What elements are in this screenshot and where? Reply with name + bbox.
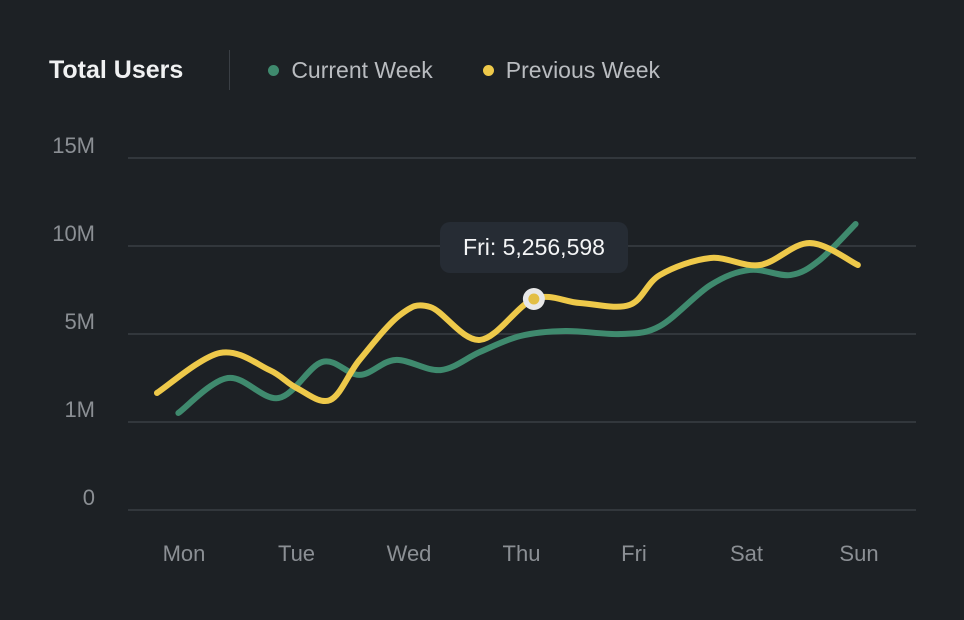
legend-label: Previous Week [505,56,661,83]
x-tick-label: Thu [503,541,541,566]
y-tick-label: 15M [52,133,95,158]
legend-dot-icon [482,64,494,76]
y-tick-label: 10M [52,221,95,246]
legend-current-week[interactable]: Current Week [268,56,433,84]
chart-header: Total Users Current Week Previous Week [49,48,710,92]
x-tick-label: Mon [163,541,206,566]
x-tick-label: Sat [730,541,763,566]
y-tick-label: 5M [64,309,95,334]
series-line-current-week [175,221,859,416]
y-tick-label: 0 [83,485,95,510]
series-line-previous-week [154,240,861,405]
header-divider [229,50,231,90]
legend-previous-week[interactable]: Previous Week [482,56,661,84]
x-tick-label: Fri [621,541,647,566]
highlight-point [528,293,540,305]
legend-label: Current Week [291,56,433,83]
x-tick-label: Wed [387,541,432,566]
x-tick-label: Tue [278,541,315,566]
legend-dot-icon [268,64,280,76]
chart-title: Total Users [49,55,184,84]
y-tick-label: 1M [64,397,95,422]
tooltip: Fri: 5,256,598 [440,222,628,273]
x-tick-label: Sun [839,541,878,566]
